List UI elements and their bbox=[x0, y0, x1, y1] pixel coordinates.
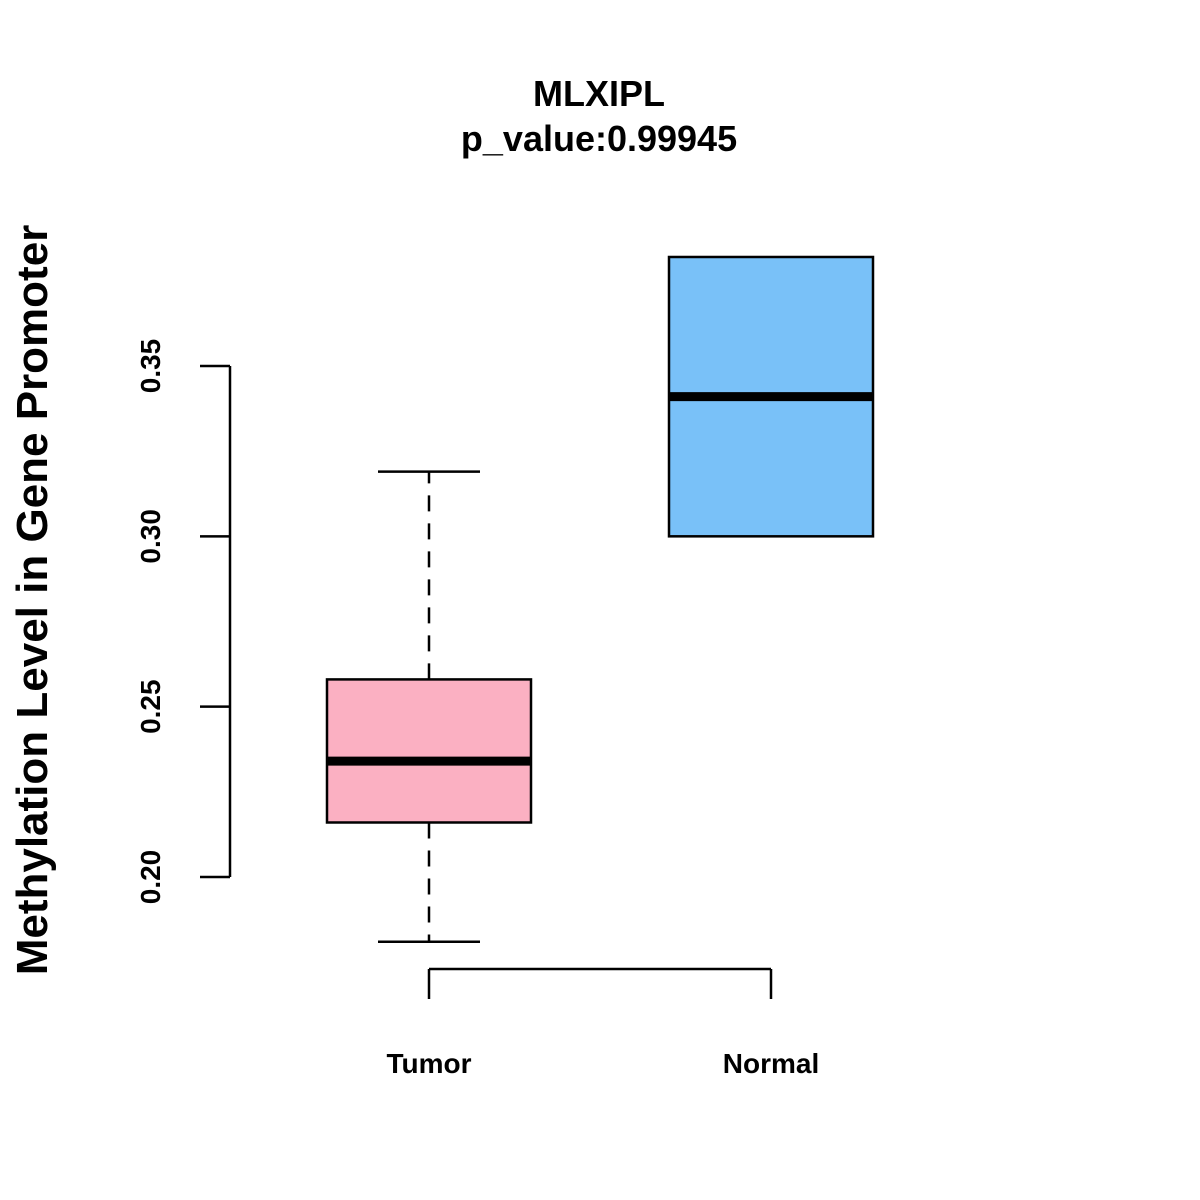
y-tick-label: 0.30 bbox=[135, 509, 166, 564]
box-normal bbox=[667, 255, 875, 538]
x-tick-label-normal: Normal bbox=[723, 1048, 819, 1079]
y-tick-label: 0.20 bbox=[135, 850, 166, 905]
box-group bbox=[325, 255, 875, 943]
box-tumor bbox=[325, 470, 533, 943]
y-axis-label: Methylation Level in Gene Promoter bbox=[8, 225, 57, 976]
chart-title: MLXIPL bbox=[533, 73, 665, 114]
y-tick-label: 0.25 bbox=[135, 679, 166, 734]
x-tick-label-tumor: Tumor bbox=[386, 1048, 471, 1079]
box-body bbox=[325, 678, 533, 824]
y-tick-label: 0.35 bbox=[135, 339, 166, 394]
y-axis: 0.20 0.25 0.30 0.35 bbox=[135, 339, 232, 905]
x-axis: Tumor Normal bbox=[386, 967, 819, 1079]
chart-subtitle: p_value:0.99945 bbox=[461, 118, 737, 159]
